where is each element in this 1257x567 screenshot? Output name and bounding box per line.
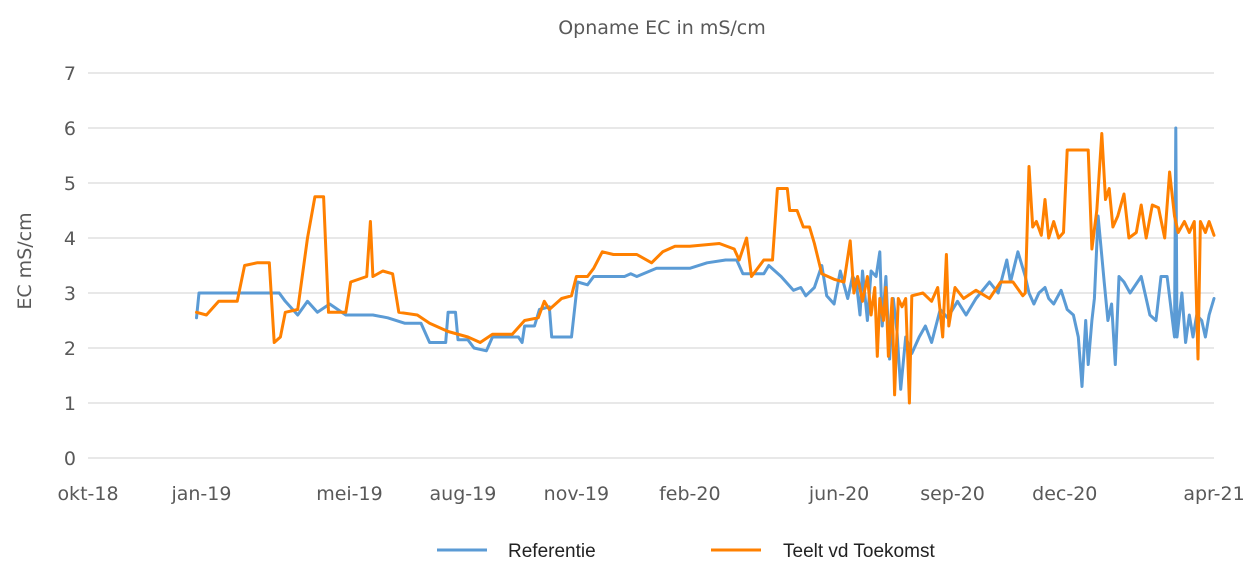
y-tick-label: 6 [64, 118, 76, 140]
x-tick-label: nov-19 [544, 483, 609, 505]
legend-label-1: Teelt vd Toekomst [783, 541, 935, 562]
y-axis-title: EC mS/cm [14, 212, 36, 309]
legend-label-0: Referentie [508, 541, 596, 562]
x-tick-label: okt-18 [57, 483, 118, 505]
x-tick-label: dec-20 [1032, 483, 1097, 505]
x-tick-label: jan-19 [170, 483, 231, 505]
x-tick-label: apr-21 [1183, 483, 1244, 505]
x-tick-label: jun-20 [808, 483, 869, 505]
y-tick-labels: 0 1 2 3 4 5 6 7 [64, 63, 76, 470]
series-lines [195, 126, 1216, 405]
y-tick-label: 1 [64, 393, 76, 415]
y-tick-label: 0 [64, 448, 76, 470]
x-tick-labels: okt-18 jan-19 mei-19 aug-19 nov-19 feb-20 jun-… [57, 483, 1244, 505]
series-line-1 [195, 132, 1216, 405]
y-tick-label: 4 [64, 228, 76, 250]
y-tick-label: 5 [64, 173, 76, 195]
y-tick-label: 3 [64, 283, 76, 305]
gridlines [88, 72, 1214, 459]
x-tick-label: mei-19 [316, 483, 383, 505]
y-tick-label: 2 [64, 338, 76, 360]
legend: Referentie Teelt vd Toekomst [437, 541, 935, 562]
x-tick-label: feb-20 [659, 483, 720, 505]
y-tick-label: 7 [64, 63, 76, 85]
x-tick-label: sep-20 [920, 483, 985, 505]
series-line-0 [195, 126, 1216, 391]
x-tick-label: aug-19 [430, 483, 497, 505]
chart-title: Opname EC in mS/cm [558, 17, 766, 39]
